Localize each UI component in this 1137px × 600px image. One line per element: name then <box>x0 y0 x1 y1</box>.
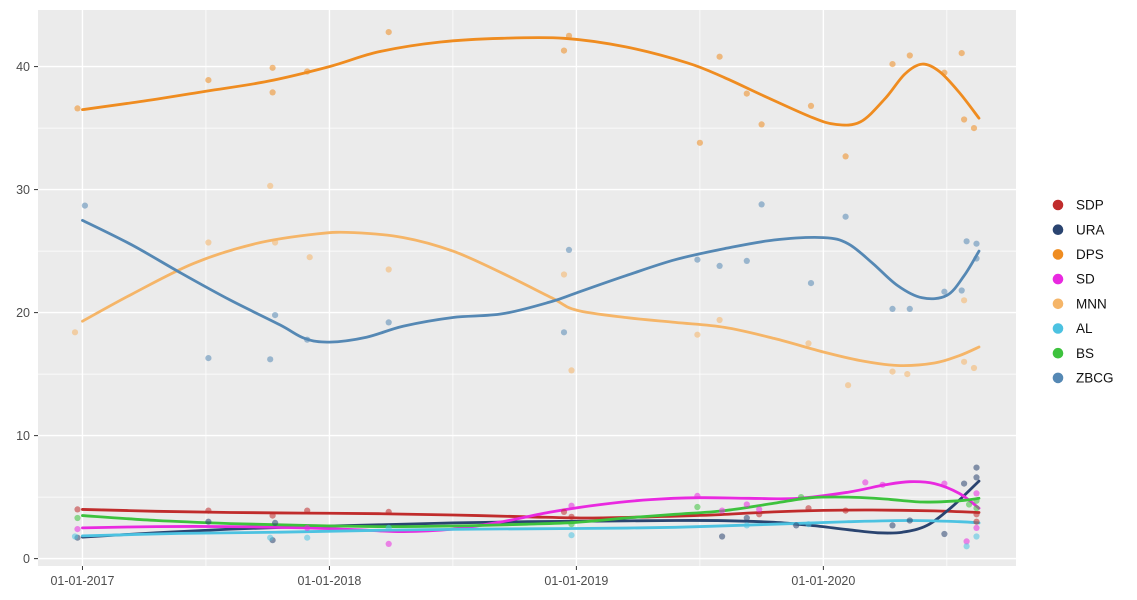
points-sd <box>74 479 980 548</box>
x-tick-label: 01-01-2018 <box>297 574 361 588</box>
legend-label-dps: DPS <box>1076 247 1104 262</box>
points-dps <box>74 28 978 160</box>
x-tick-label: 01-01-2020 <box>791 574 855 588</box>
x-tick-label: 01-01-2017 <box>50 574 114 588</box>
legend-swatch-sd <box>1052 273 1064 285</box>
legend-label-bs: BS <box>1076 346 1094 361</box>
axis-ticks <box>34 66 824 570</box>
legend-swatch-mnn <box>1052 298 1064 310</box>
legend-label-sd: SD <box>1076 272 1095 287</box>
scatter-points <box>71 28 980 550</box>
y-tick-label: 20 <box>16 306 30 320</box>
legend-label-sdp: SDP <box>1076 198 1104 213</box>
legend-swatch-al <box>1052 323 1064 334</box>
trend-line-bs <box>81 495 981 529</box>
y-tick-label: 30 <box>16 183 30 197</box>
x-tick-label: 01-01-2019 <box>544 574 608 588</box>
legend-label-ura: URA <box>1076 222 1105 237</box>
trend-line-dps <box>81 36 981 127</box>
major-gridlines <box>38 10 1016 566</box>
legend-swatch-sdp <box>1052 199 1064 211</box>
points-al <box>71 521 980 550</box>
minor-gridlines <box>38 10 1016 566</box>
trend-line-mnn <box>81 230 981 367</box>
legend-swatch-bs <box>1052 347 1064 359</box>
legend-swatch-zbcg <box>1052 372 1064 384</box>
points-ura <box>74 464 980 544</box>
y-axis-labels: 0 10 20 30 40 <box>16 60 30 566</box>
y-tick-label: 40 <box>16 60 30 74</box>
legend-swatch-ura <box>1052 224 1064 235</box>
y-tick-label: 0 <box>23 552 30 566</box>
y-tick-label: 10 <box>16 429 30 443</box>
legend: SDP URA DPS SD MNN AL BS ZBCG <box>1052 198 1114 386</box>
points-sdp <box>74 505 980 525</box>
points-mnn <box>71 182 978 389</box>
legend-label-mnn: MNN <box>1076 296 1107 311</box>
legend-label-al: AL <box>1076 321 1093 336</box>
x-axis-labels: 01-01-2017 01-01-2018 01-01-2019 01-01-2020 <box>50 574 855 588</box>
legend-swatch-dps <box>1052 249 1064 260</box>
points-zbcg <box>81 201 980 363</box>
points-bs <box>74 494 980 528</box>
trend-line-zbcg <box>81 218 981 344</box>
legend-label-zbcg: ZBCG <box>1076 371 1114 386</box>
plot-panel <box>38 10 1016 566</box>
